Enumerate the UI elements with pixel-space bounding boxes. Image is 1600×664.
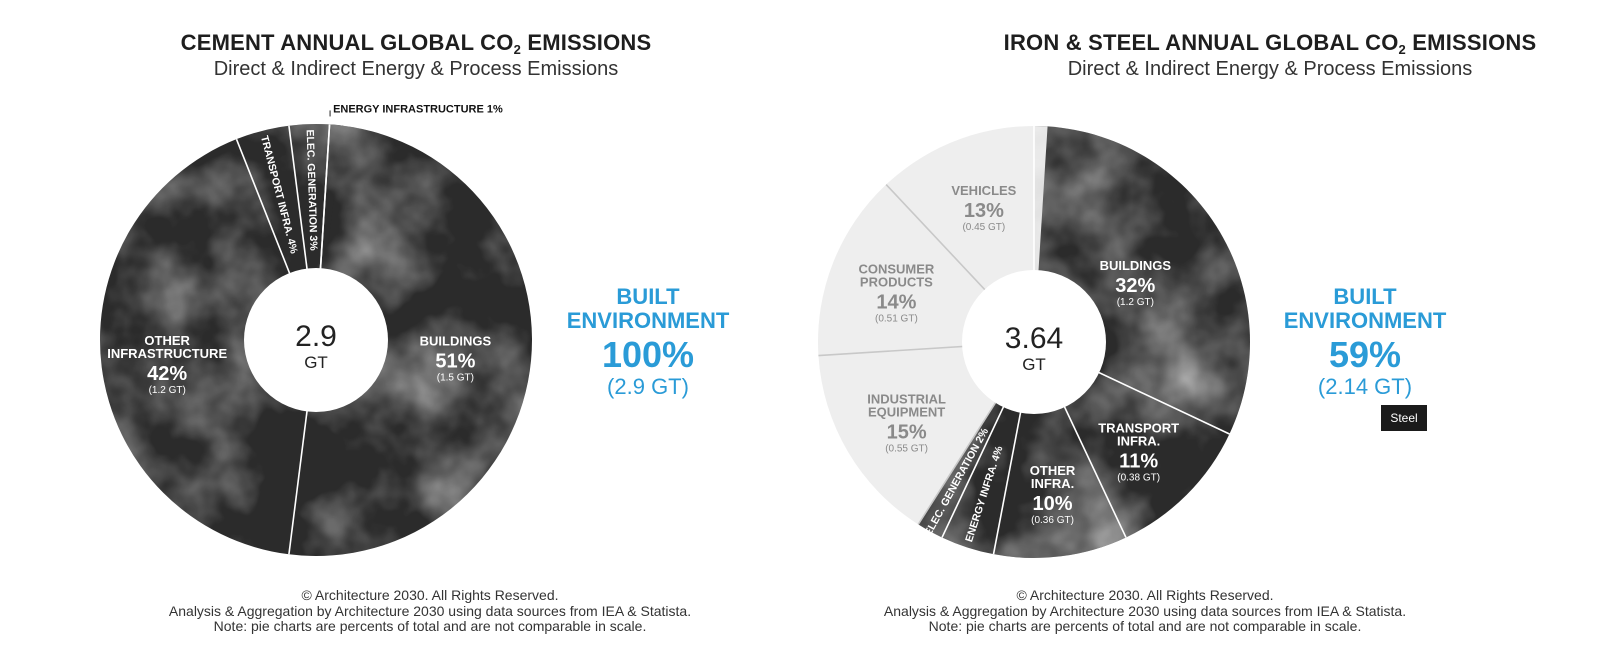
chart-title: CEMENT ANNUAL GLOBAL CO2 EMISSIONS: [180, 30, 652, 57]
slice-value: (1.2 GT): [149, 385, 186, 396]
slice-name: CONSUMER: [858, 262, 934, 277]
center-value: 2.9: [295, 320, 337, 353]
slice-percent: 42%: [147, 363, 187, 385]
slice-percent: 13%: [964, 200, 1004, 222]
slice-name: BUILDINGS: [420, 334, 492, 349]
slice-value: (0.36 GT): [1031, 515, 1074, 526]
center-hole: [962, 270, 1106, 414]
slice-name: INFRA.: [1031, 476, 1074, 491]
slice-name: PRODUCTS: [860, 275, 933, 290]
slice-value: (0.45 GT): [962, 222, 1005, 233]
slice-value: (1.5 GT): [437, 373, 474, 384]
built-environment-summary: BUILT ENVIRONMENT 59% (2.14 GT): [1275, 285, 1455, 399]
steel-chart-panel: IRON & STEEL ANNUAL GLOBAL CO2 EMISSIONS…: [800, 0, 1600, 664]
steel-tag: Steel: [1381, 405, 1427, 431]
slice-percent: 11%: [1119, 451, 1158, 473]
slice-name: OTHER: [144, 333, 190, 348]
slice-name: TRANSPORT: [1098, 421, 1179, 436]
chart-subtitle: Direct & Indirect Energy & Process Emiss…: [1067, 58, 1473, 80]
built-environment-summary: BUILT ENVIRONMENT 100% (2.9 GT): [558, 285, 738, 399]
source-line: Analysis & Aggregation by Architecture 2…: [883, 602, 1407, 619]
slice-value: (0.51 GT): [875, 314, 918, 325]
slice-percent: 15%: [887, 421, 927, 443]
slice-label-buildings: BUILDINGS 51%(1.5 GT): [420, 334, 492, 384]
slice-value: (1.2 GT): [1117, 297, 1154, 308]
slice-name: VEHICLES: [951, 183, 1016, 198]
center-unit: GT: [1022, 355, 1046, 374]
slice-percent: 10%: [1033, 493, 1073, 515]
slice-name: INFRA.: [1117, 434, 1160, 449]
built-percent: 100%: [601, 334, 695, 375]
chart-title: IRON & STEEL ANNUAL GLOBAL CO2 EMISSIONS: [1003, 30, 1537, 57]
built-gt: (2.9 GT): [607, 374, 689, 399]
copyright-line: © Architecture 2030. All Rights Reserved…: [301, 587, 559, 603]
center-unit: GT: [304, 353, 328, 372]
center-value: 3.64: [1005, 322, 1063, 355]
slice-name: EQUIPMENT: [868, 404, 945, 419]
source-line: Analysis & Aggregation by Architecture 2…: [168, 602, 692, 619]
slice-label-elec-generation: ELEC. GENERATION 3%: [304, 129, 320, 251]
built-gt: (2.14 GT): [1317, 374, 1413, 399]
built-label-line1: BUILT: [1333, 284, 1397, 309]
slice-label-vehicles: VEHICLES 13%(0.45 GT): [951, 183, 1016, 233]
slice-value: (0.55 GT): [885, 443, 928, 454]
built-label-line2: ENVIRONMENT: [1283, 308, 1447, 333]
chart-subtitle: Direct & Indirect Energy & Process Emiss…: [213, 58, 619, 80]
chart-footer: © Architecture 2030. All Rights Reserved…: [875, 587, 1415, 635]
slice-name: OTHER: [1030, 463, 1076, 478]
cement-pie-chart: 2.9GT BUILDINGS 51%(1.5 GT) OTHERINFRASTRUC…: [100, 103, 533, 557]
slice-percent: 14%: [876, 292, 916, 314]
note-line: Note: pie charts are percents of total a…: [213, 618, 647, 634]
slice-label-energy-infrastructure: ENERGY INFRASTRUCTURE 1%: [333, 103, 503, 115]
slice-name: INDUSTRIAL: [867, 391, 946, 406]
built-label-line2: ENVIRONMENT: [566, 308, 730, 333]
center-hole: [244, 268, 388, 412]
note-line: Note: pie charts are percents of total a…: [928, 618, 1362, 634]
slice-percent: 51%: [435, 351, 475, 373]
slice-name: BUILDINGS: [1100, 258, 1172, 273]
cement-chart-panel: CEMENT ANNUAL GLOBAL CO2 EMISSIONS Direc…: [100, 30, 738, 635]
built-label-line1: BUILT: [616, 284, 680, 309]
slice-percent: 32%: [1115, 275, 1155, 297]
slice-label-buildings: BUILDINGS 32%(1.2 GT): [1100, 258, 1172, 308]
slice-name: INFRASTRUCTURE: [107, 346, 227, 361]
slice-value: (0.38 GT): [1117, 473, 1160, 484]
chart-footer: © Architecture 2030. All Rights Reserved…: [160, 587, 700, 635]
copyright-line: © Architecture 2030. All Rights Reserved…: [1016, 587, 1274, 603]
built-percent: 59%: [1328, 334, 1402, 375]
